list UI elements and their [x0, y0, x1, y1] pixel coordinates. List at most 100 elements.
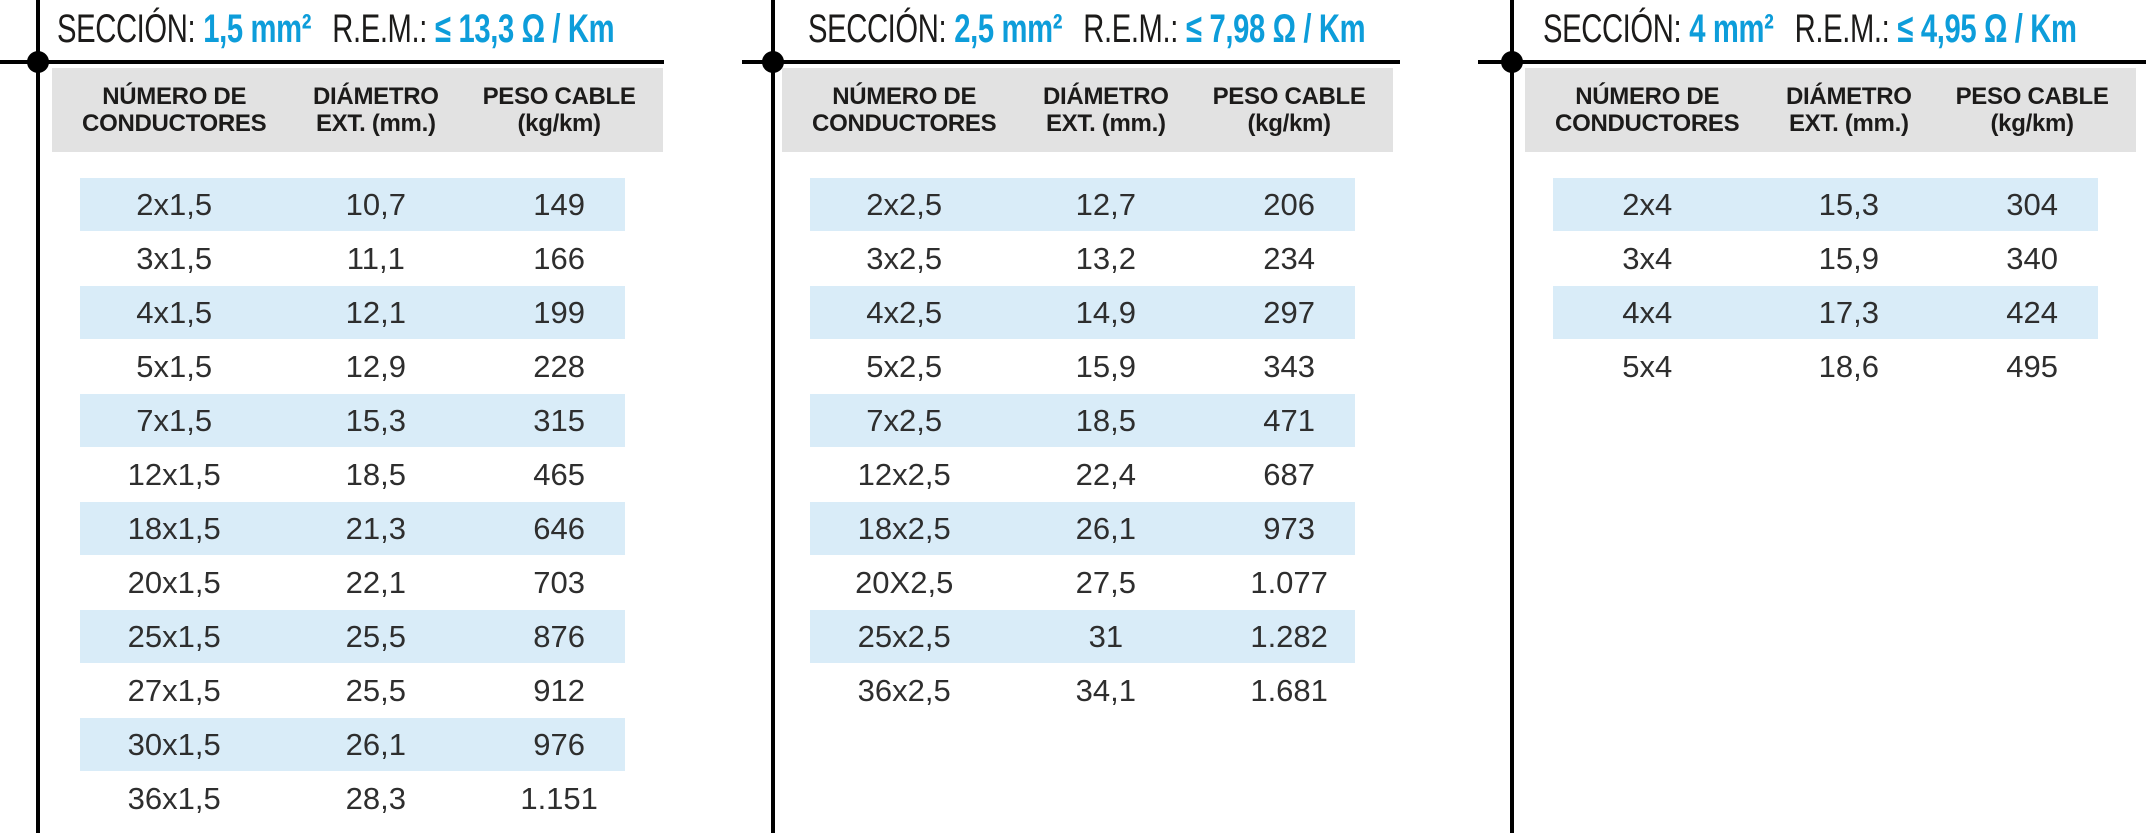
col-header-line: (kg/km): [1990, 110, 2074, 137]
seccion-label: SECCIÓN:: [808, 7, 947, 51]
col-header-peso: PESO CABLE (kg/km): [455, 83, 663, 137]
col-header-peso: PESO CABLE (kg/km): [1185, 83, 1393, 137]
table-cell: 15,9: [1075, 349, 1136, 384]
col-header-conductores: NÚMERO DE CONDUCTORES: [52, 83, 296, 137]
table-cell: 703: [533, 565, 585, 600]
col-header-conductores: NÚMERO DE CONDUCTORES: [782, 83, 1026, 137]
table-row: 5x2,5 15,9 343: [782, 340, 1393, 394]
table-cell: 20x1,5: [127, 565, 221, 600]
table-cell: 12,9: [345, 349, 406, 384]
rem-value: ≤ 4,95 Ω / Km: [1897, 7, 2077, 51]
table-cell: 27x1,5: [127, 673, 221, 708]
table-row: 25x1,5 25,5 876: [52, 610, 663, 664]
table-cell: 2x2,5: [866, 187, 943, 222]
table-cell: 36x2,5: [857, 673, 951, 708]
col-header-line: PESO CABLE: [1955, 83, 2109, 110]
table-cell: 315: [533, 403, 585, 438]
seccion-value: 4 mm²: [1689, 7, 1774, 51]
table-cell: 12x2,5: [857, 457, 951, 492]
section-title: SECCIÓN: 1,5 mm² R.E.M.: ≤ 13,3 Ω / Km: [57, 7, 615, 51]
table-row: 7x2,5 18,5 471: [782, 394, 1393, 448]
table-cell: 30x1,5: [127, 727, 221, 762]
col-header-line: (kg/km): [1247, 110, 1331, 137]
horizontal-rule: [742, 60, 1400, 64]
table-row: 4x2,5 14,9 297: [782, 286, 1393, 340]
table-cell: 7x2,5: [866, 403, 943, 438]
table-cell: 343: [1263, 349, 1315, 384]
table-header: NÚMERO DE CONDUCTORES DIÁMETRO EXT. (mm.…: [1525, 68, 2136, 152]
table-row: 3x2,5 13,2 234: [782, 232, 1393, 286]
table-cell: 11,1: [346, 241, 405, 276]
rem-value: ≤ 13,3 Ω / Km: [435, 7, 615, 51]
table-cell: 465: [533, 457, 585, 492]
table-cell: 22,4: [1075, 457, 1136, 492]
col-header-line: EXT. (mm.): [315, 110, 436, 137]
table-row: 7x1,5 15,3 315: [52, 394, 663, 448]
col-header-line: PESO CABLE: [1212, 83, 1366, 110]
table-cell: 28,3: [345, 781, 406, 816]
table-cell: 22,1: [345, 565, 406, 600]
table-cell: 7x1,5: [136, 403, 213, 438]
table-cell: 976: [533, 727, 585, 762]
table-cell: 912: [533, 673, 585, 708]
col-header-line: EXT. (mm.): [1788, 110, 1909, 137]
table-row: 3x1,5 11,1 166: [52, 232, 663, 286]
table-cell: 27,5: [1075, 565, 1136, 600]
table-cell: 21,3: [345, 511, 406, 546]
table-row: 25x2,5 31 1.282: [782, 610, 1393, 664]
col-header-line: PESO CABLE: [482, 83, 636, 110]
table-cell: 14,9: [1075, 295, 1136, 330]
table-row: 20x1,5 22,1 703: [52, 556, 663, 610]
rem-value: ≤ 7,98 Ω / Km: [1186, 7, 1366, 51]
vertical-rule: [36, 0, 40, 833]
table-row: 2x1,5 10,7 149: [52, 178, 663, 232]
col-header-line: DIÁMETRO: [1043, 83, 1169, 110]
col-header-line: NÚMERO DE: [102, 83, 247, 110]
table-body: 2x2,5 12,7 206 3x2,5 13,2 234 4x2,5 14,9 297 5x2,…: [782, 178, 1393, 718]
table-cell: 199: [533, 295, 585, 330]
col-header-line: NÚMERO DE: [832, 83, 977, 110]
table-cell: 297: [1263, 295, 1315, 330]
table-row: 36x1,5 28,3 1.151: [52, 772, 663, 826]
seccion-label: SECCIÓN:: [1543, 7, 1682, 51]
table-body: 2x1,5 10,7 149 3x1,5 11,1 166 4x1,5 12,1 199 5x1,…: [52, 178, 663, 826]
intersection-dot: [27, 51, 49, 73]
table-cell: 340: [2006, 241, 2058, 276]
col-header-diametro: DIÁMETRO EXT. (mm.): [296, 83, 455, 137]
table-cell: 25,5: [345, 619, 406, 654]
section-title: SECCIÓN: 2,5 mm² R.E.M.: ≤ 7,98 Ω / Km: [808, 7, 1366, 51]
table-cell: 3x1,5: [136, 241, 213, 276]
table-cell: 206: [1263, 187, 1315, 222]
col-header-line: CONDUCTORES: [1555, 110, 1740, 137]
table-cell: 17,3: [1818, 295, 1879, 330]
table-cell: 12x1,5: [127, 457, 221, 492]
vertical-rule: [1510, 0, 1514, 833]
table-header: NÚMERO DE CONDUCTORES DIÁMETRO EXT. (mm.…: [52, 68, 663, 152]
table-cell: 25x2,5: [857, 619, 951, 654]
table-cell: 3x2,5: [866, 241, 943, 276]
table-cell: 25x1,5: [127, 619, 221, 654]
rem-label: R.E.M.:: [1794, 7, 1890, 51]
seccion-value: 1,5 mm²: [203, 7, 312, 51]
table-body: 2x4 15,3 304 3x4 15,9 340 4x4 17,3 424 5x4 18,6 495: [1525, 178, 2136, 394]
table-cell: 149: [533, 187, 585, 222]
table-row: 12x1,5 18,5 465: [52, 448, 663, 502]
table-cell: 424: [2006, 295, 2058, 330]
table-cell: 646: [533, 511, 585, 546]
horizontal-rule: [1478, 60, 2146, 64]
table-cell: 687: [1263, 457, 1315, 492]
table-header: NÚMERO DE CONDUCTORES DIÁMETRO EXT. (mm.…: [782, 68, 1393, 152]
rem-label: R.E.M.:: [1083, 7, 1179, 51]
col-header-diametro: DIÁMETRO EXT. (mm.): [1769, 83, 1928, 137]
table-cell: 31: [1088, 619, 1124, 654]
table-cell: 26,1: [1075, 511, 1136, 546]
col-header-line: CONDUCTORES: [812, 110, 997, 137]
table-row: 18x1,5 21,3 646: [52, 502, 663, 556]
rem-label: R.E.M.:: [332, 7, 428, 51]
table-cell: 4x2,5: [866, 295, 943, 330]
table-cell: 15,3: [1818, 187, 1879, 222]
table-cell: 25,5: [345, 673, 406, 708]
table-cell: 15,9: [1818, 241, 1879, 276]
table-cell: 304: [2006, 187, 2058, 222]
